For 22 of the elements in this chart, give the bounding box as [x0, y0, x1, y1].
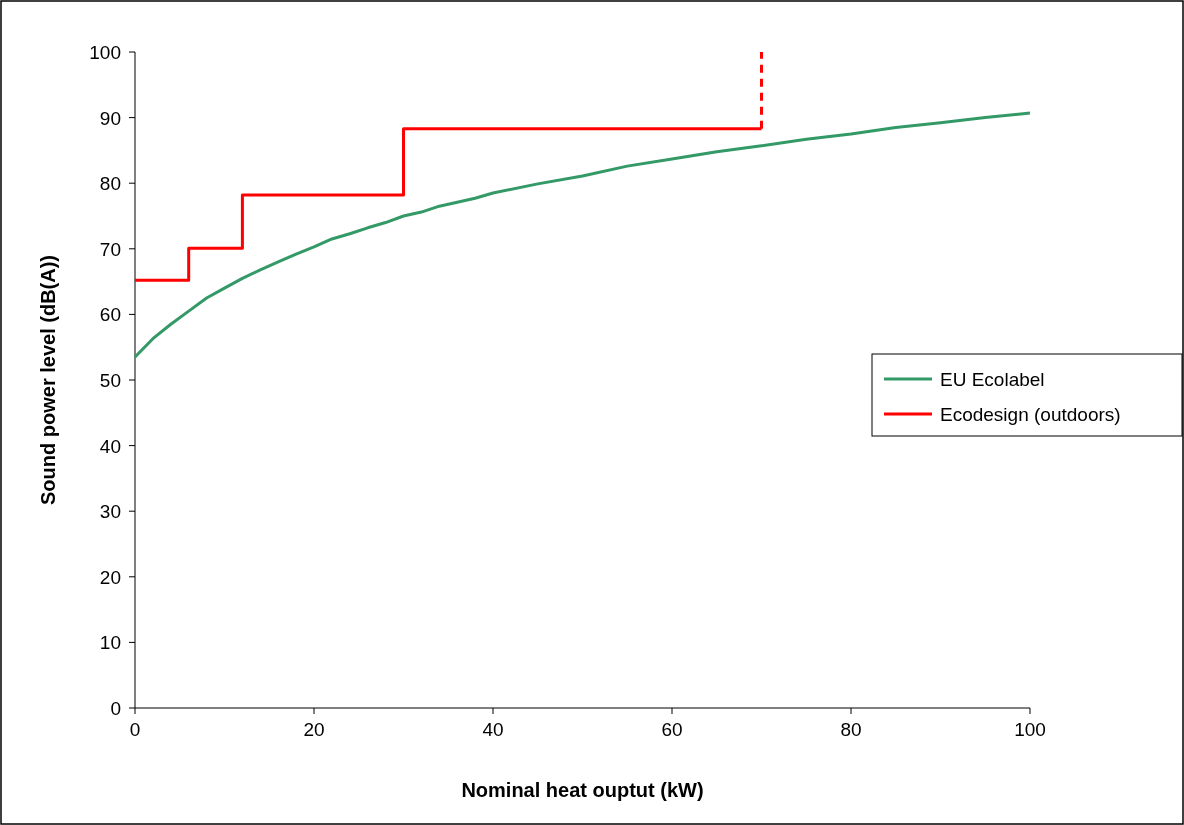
y-tick-label: 20 — [99, 566, 121, 588]
y-tick-label: 10 — [99, 632, 121, 654]
y-tick-label: 0 — [110, 698, 121, 719]
y-tick-label: 100 — [89, 42, 121, 63]
y-tick-label: 70 — [99, 238, 121, 260]
x-tick-label: 100 — [1014, 719, 1046, 740]
y-tick-label: 80 — [99, 173, 121, 195]
x-tick-label: 80 — [840, 719, 862, 740]
x-tick-label: 0 — [129, 719, 141, 740]
legend-label: EU Ecolabel — [940, 369, 1045, 390]
y-tick-label: 90 — [99, 107, 121, 129]
y-tick-label: 60 — [99, 304, 121, 326]
y-tick-label: 40 — [99, 435, 121, 457]
x-tick-label: 60 — [661, 719, 683, 740]
line-series — [133, 111, 1032, 359]
y-tick-label: 30 — [99, 501, 121, 523]
y-tick-label: 50 — [99, 370, 121, 391]
x-tick-label: 20 — [303, 719, 325, 740]
legend-label: Ecodesign (outdoors) — [940, 404, 1121, 425]
x-axis-title: Nominal heat ouptut (kW) — [461, 779, 704, 801]
y-axis-title: Sound power level (dB(A)) — [37, 255, 59, 505]
x-tick-label: 40 — [482, 719, 504, 740]
